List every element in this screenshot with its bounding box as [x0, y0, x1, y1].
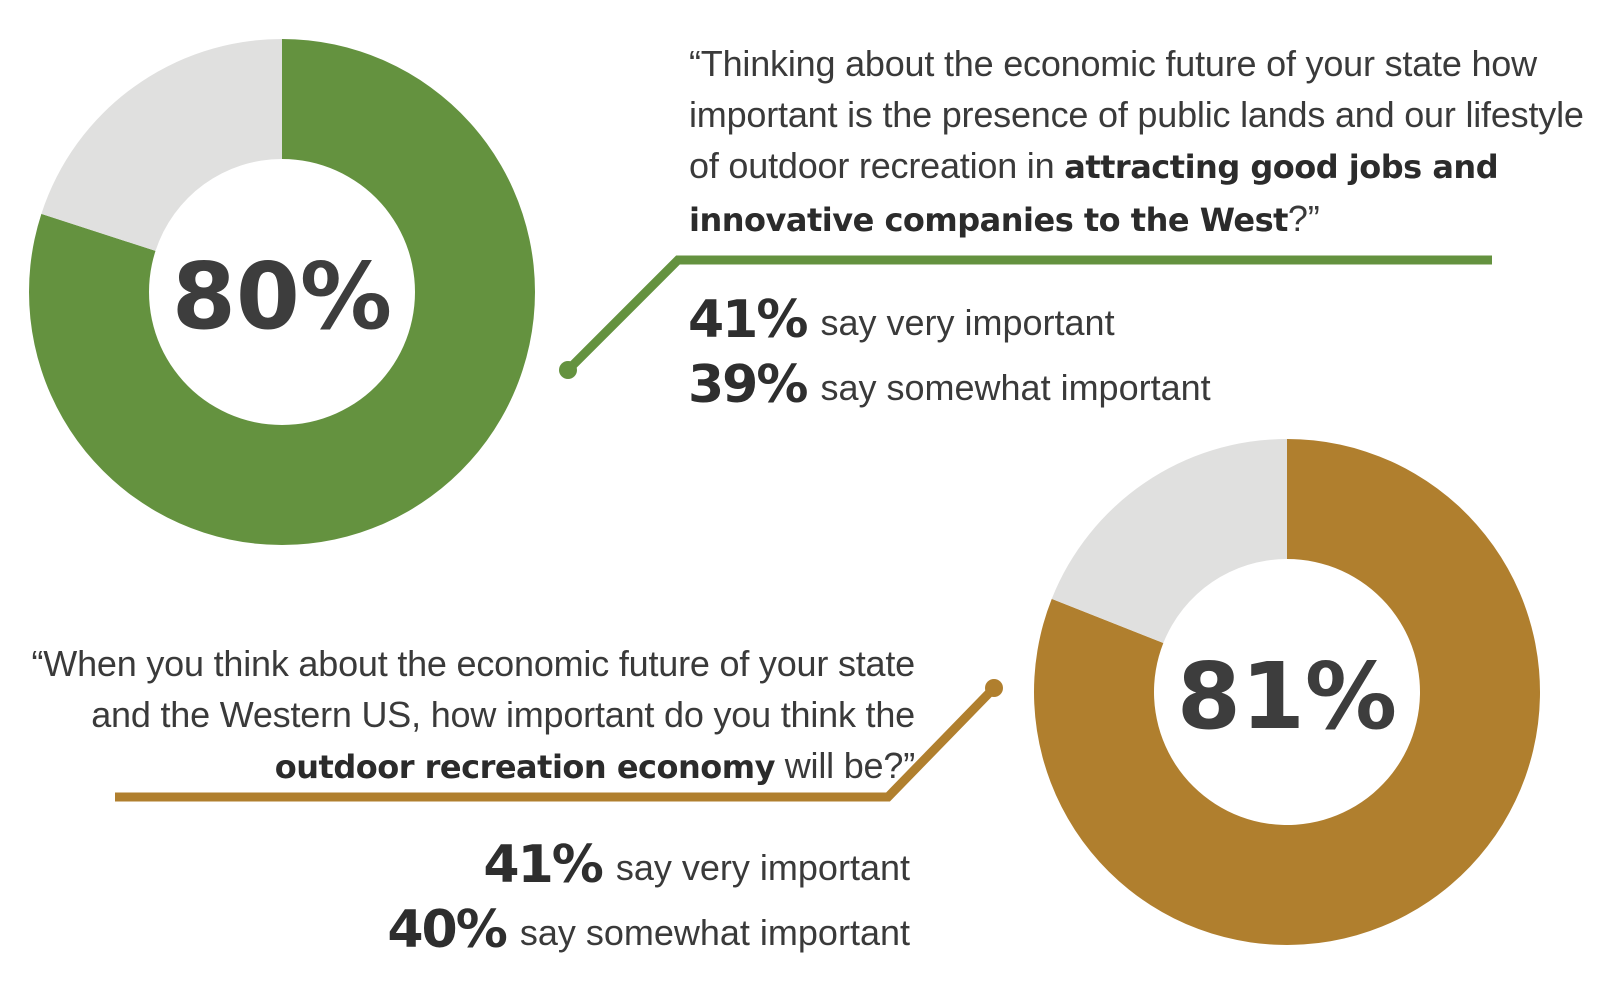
question-2: “When you think about the economic futur… [10, 638, 916, 793]
donut-2-center-label: 81% [1177, 643, 1397, 750]
question-2-end: will be?” [774, 745, 915, 786]
stat-1-very-label: say very important [820, 302, 1115, 343]
stat-1-somewhat-pct: 39% [688, 355, 808, 415]
connector-line-1 [564, 255, 1492, 374]
question-1-end: ?” [1287, 198, 1320, 239]
stat-2-very-label: say very important [615, 847, 910, 888]
stat-2-very-pct: 41% [483, 835, 603, 895]
stat-1-very-pct: 41% [688, 290, 808, 350]
question-1: “Thinking about the economic future of y… [689, 38, 1589, 246]
donut-1-slice-2 [41, 39, 282, 251]
donut-2-slice-1 [1034, 439, 1540, 945]
donut-2-segments [1034, 439, 1540, 945]
question-1-text: “Thinking about the economic future of y… [689, 43, 1584, 186]
connector-dot-1 [559, 361, 577, 379]
donut-1-center-label: 80% [172, 243, 392, 350]
connector-dot-2 [985, 679, 1003, 697]
donut-chart-2: 81% [1034, 439, 1540, 945]
stat-1-somewhat-label: say somewhat important [820, 367, 1211, 408]
connector-line-2 [115, 684, 998, 802]
stat-2-very: 41% say very important [483, 835, 910, 895]
question-1-emphasis: attracting good jobs and innovative comp… [689, 148, 1499, 239]
question-2-text: “When you think about the economic futur… [31, 643, 916, 735]
question-2-emphasis: outdoor recreation economy [274, 748, 776, 786]
stat-1-very: 41% say very important [688, 290, 1115, 350]
donut-1-slice-1 [28, 39, 536, 545]
stat-1-somewhat: 39% say somewhat important [688, 355, 1211, 415]
stat-2-somewhat-label: say somewhat important [519, 912, 910, 953]
donut-2-slice-2 [1051, 439, 1287, 644]
donut-chart-1: 80% [28, 39, 536, 545]
stat-2-somewhat: 40% say somewhat important [387, 900, 910, 960]
stat-2-somewhat-pct: 40% [387, 900, 507, 960]
donut-1-segments [28, 39, 536, 545]
